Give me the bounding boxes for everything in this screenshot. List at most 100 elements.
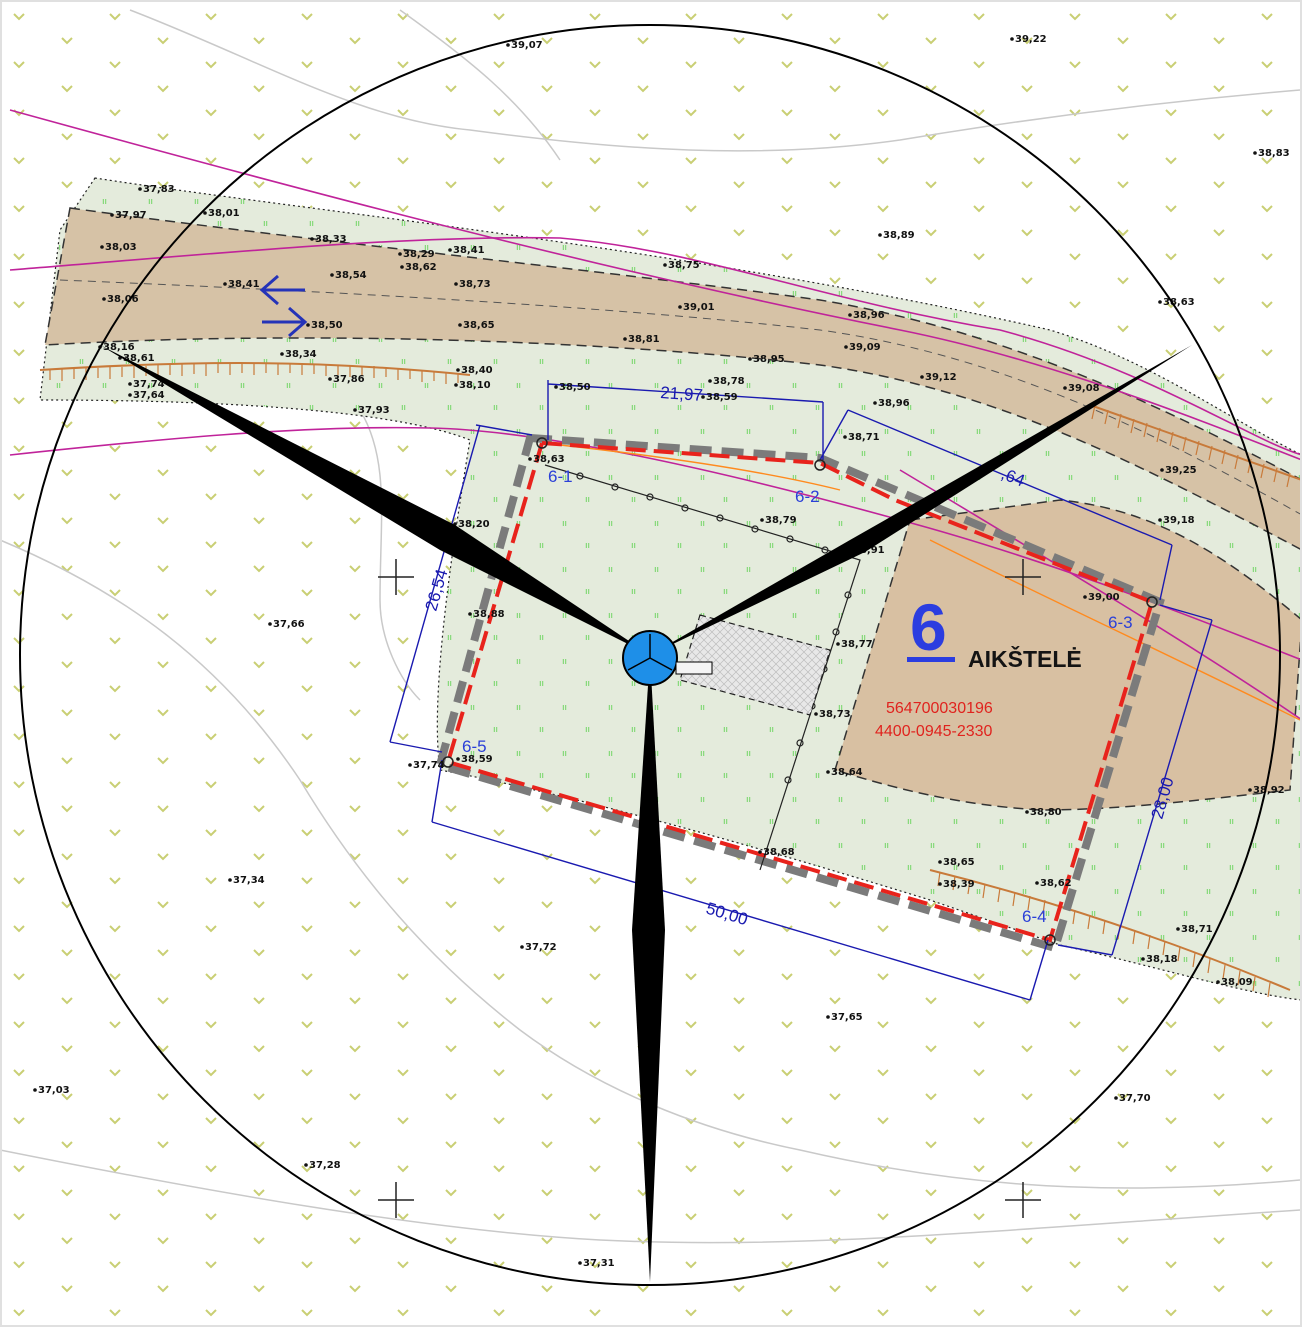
elevation-point-marker bbox=[1248, 788, 1252, 792]
elevation-point-marker bbox=[748, 357, 752, 361]
elevation-label: 38,62 bbox=[405, 262, 437, 273]
elevation-point-marker bbox=[328, 377, 332, 381]
parking-area bbox=[834, 499, 1302, 811]
elevation-point-marker bbox=[400, 265, 404, 269]
elevation-label: 39,01 bbox=[683, 302, 715, 313]
elevation-label: 38,50 bbox=[559, 382, 591, 393]
elevation-point-marker bbox=[701, 395, 705, 399]
elevation-label: 37,66 bbox=[273, 619, 305, 630]
elevation-point-marker bbox=[578, 1261, 582, 1265]
elevation-point-marker bbox=[353, 408, 357, 412]
corner-label-6-5: 6-5 bbox=[462, 737, 487, 756]
plot-name: AIKŠTELĖ bbox=[968, 645, 1082, 672]
elevation-point-marker bbox=[408, 763, 412, 767]
contour-lines bbox=[0, 9, 1301, 1244]
elevation-label: 37,28 bbox=[309, 1160, 341, 1171]
elevation-point-marker bbox=[678, 305, 682, 309]
corner-label-6-1: 6-1 bbox=[548, 467, 573, 486]
elevation-point-marker bbox=[938, 860, 942, 864]
elevation-label: 38,10 bbox=[459, 380, 491, 391]
corner-label-6-2: 6-2 bbox=[795, 487, 820, 506]
elevation-label: 38,73 bbox=[819, 709, 851, 720]
elevation-point-marker bbox=[1035, 881, 1039, 885]
elevation-label: 37,83 bbox=[143, 184, 175, 195]
elevation-label: 38,03 bbox=[105, 242, 137, 253]
elevation-label: 38,81 bbox=[628, 334, 660, 345]
elevation-point-marker bbox=[454, 383, 458, 387]
elevation-label: 38,33 bbox=[315, 234, 347, 245]
elevation-point-marker bbox=[128, 393, 132, 397]
elevation-point-marker bbox=[110, 213, 114, 217]
elevation-point-marker bbox=[458, 323, 462, 327]
elevation-label: 38,79 bbox=[765, 515, 797, 526]
elevation-label: 38,29 bbox=[403, 249, 435, 260]
dimension-top-label: 21,97 bbox=[660, 383, 704, 405]
elevation-point-marker bbox=[1114, 1096, 1118, 1100]
elevation-label: 39,12 bbox=[925, 372, 957, 383]
elevation-point-marker bbox=[128, 382, 132, 386]
elevation-point-marker bbox=[456, 757, 460, 761]
elevation-point-marker bbox=[330, 273, 334, 277]
elevation-label: 38,61 bbox=[123, 353, 155, 364]
turbine-blade-upper-left bbox=[100, 345, 650, 655]
elevation-point-marker bbox=[1176, 927, 1180, 931]
elevation-label: 37,74 bbox=[133, 379, 165, 390]
elevation-point-marker bbox=[102, 297, 106, 301]
elevation-point-marker bbox=[1216, 980, 1220, 984]
elevation-label: 37,64 bbox=[133, 390, 165, 401]
elevation-label: 38,40 bbox=[461, 365, 493, 376]
elevation-label: 37,72 bbox=[525, 942, 557, 953]
elevation-point-marker bbox=[33, 1088, 37, 1092]
elevation-point-marker bbox=[623, 337, 627, 341]
plot-number-underline bbox=[907, 657, 955, 662]
elevation-point-marker bbox=[1025, 810, 1029, 814]
elevation-point-marker bbox=[1158, 518, 1162, 522]
elevation-point-marker bbox=[848, 313, 852, 317]
elevation-label: 38,41 bbox=[228, 279, 260, 290]
elevation-label: 38,54 bbox=[335, 270, 367, 281]
elevation-point-marker bbox=[1083, 595, 1087, 599]
elevation-point-marker bbox=[1141, 957, 1145, 961]
elevation-point-marker bbox=[826, 1015, 830, 1019]
elevation-point-marker bbox=[843, 435, 847, 439]
plot-number: 6 bbox=[910, 590, 947, 664]
elevation-label: 39,08 bbox=[1068, 383, 1100, 394]
road-centerline bbox=[59, 279, 1302, 516]
elevation-label: 38,96 bbox=[878, 398, 910, 409]
elevation-point-marker bbox=[920, 375, 924, 379]
elevation-point-marker bbox=[1010, 37, 1014, 41]
elevation-point-marker bbox=[528, 457, 532, 461]
elevation-label: 39,18 bbox=[1163, 515, 1195, 526]
elevation-label: 38,96 bbox=[853, 310, 885, 321]
elevation-point-marker bbox=[708, 379, 712, 383]
elevation-label: 38,41 bbox=[453, 245, 485, 256]
elevation-label: 37,03 bbox=[38, 1085, 70, 1096]
elevation-label: 37,97 bbox=[115, 210, 147, 221]
elevation-label: 38,71 bbox=[1181, 924, 1213, 935]
fence-line bbox=[544, 464, 861, 871]
elevation-point-marker bbox=[306, 323, 310, 327]
elevation-label: 38,68 bbox=[763, 847, 795, 858]
elevation-label: 39,00 bbox=[1088, 592, 1120, 603]
elevation-label: 39,07 bbox=[511, 40, 543, 51]
elevation-point-marker bbox=[454, 282, 458, 286]
wind-turbine bbox=[100, 345, 1192, 1282]
elevation-label: 37,65 bbox=[831, 1012, 863, 1023]
elevation-label: 38,78 bbox=[713, 376, 745, 387]
elevation-point-marker bbox=[663, 263, 667, 267]
elevation-label: 38,63 bbox=[533, 454, 565, 465]
elevation-label: 38,01 bbox=[208, 208, 240, 219]
elevation-point-marker bbox=[873, 401, 877, 405]
elevation-label: 38,83 bbox=[1258, 148, 1290, 159]
elevation-point-marker bbox=[826, 770, 830, 774]
elevation-point-marker bbox=[938, 882, 942, 886]
elevation-point-marker bbox=[878, 233, 882, 237]
elevation-label: 39,25 bbox=[1165, 465, 1197, 476]
cadastral-number: 564700030196 bbox=[886, 700, 993, 717]
elevation-point-marker bbox=[448, 248, 452, 252]
elevation-point-marker bbox=[1160, 468, 1164, 472]
elevation-label: 38,64 bbox=[831, 767, 863, 778]
elevation-label: 38,88 bbox=[473, 609, 505, 620]
elevation-point-marker bbox=[304, 1163, 308, 1167]
